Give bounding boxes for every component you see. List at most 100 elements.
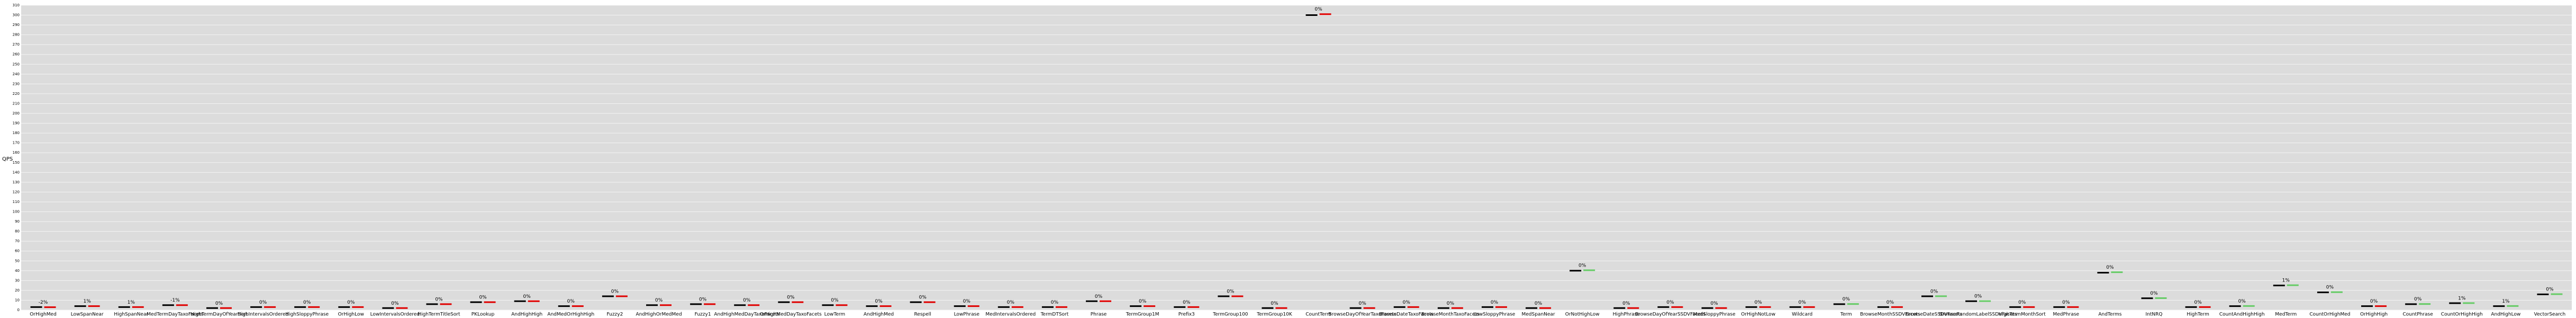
y-axis-label: QPS — [2, 156, 13, 162]
x-tick-label: CountOrHighMed — [2309, 312, 2350, 317]
x-tick-label: BrowseDayOfYearTaxoFacets — [1328, 312, 1396, 317]
x-tick-label: CountAndHighHigh — [2219, 312, 2265, 317]
x-tick-label: LowSloppyPhrase — [1474, 312, 1516, 317]
x-tick-label: AndHighLow — [2491, 312, 2520, 317]
change-label: 0% — [1007, 300, 1015, 305]
x-tick-label: MedSloppyPhrase — [1693, 312, 1736, 317]
change-label: 0% — [1799, 300, 1807, 305]
x-tick-label: HighTerm — [2187, 312, 2209, 317]
change-label: 0% — [1754, 300, 1762, 305]
y-tick-label: 270 — [13, 42, 20, 47]
change-label: 0% — [611, 289, 619, 295]
change-label: 0% — [2018, 300, 2026, 305]
y-tick-label: 250 — [13, 62, 20, 66]
change-label: 0% — [347, 300, 355, 305]
change-label: 0% — [1579, 263, 1586, 268]
x-tick-label: Respell — [914, 312, 931, 317]
x-tick-label: LowPhrase — [954, 312, 980, 317]
change-label: 0% — [831, 298, 839, 303]
y-tick-label: 160 — [13, 151, 20, 155]
x-tick-label: OrHighMedDayTaxoFacets — [760, 312, 822, 317]
x-tick-label: BrowseDayOfYearSSDVFacets — [1635, 312, 1706, 317]
x-tick-label: BrowseDateSSDVFacets — [1906, 312, 1963, 317]
change-label: 0% — [1447, 301, 1455, 306]
x-tick-label: HighSpanNear — [114, 312, 148, 317]
y-tick-label: 140 — [13, 170, 20, 174]
change-label: 0% — [699, 297, 707, 302]
change-label: 0% — [1710, 301, 1718, 306]
y-tick-label: 300 — [13, 13, 20, 17]
change-label: 0% — [1051, 300, 1059, 305]
x-tick-label: AndHighOrMedMed — [636, 312, 682, 317]
x-tick-label: Wildcard — [1792, 312, 1812, 317]
x-tick-label: PKLookup — [471, 312, 495, 317]
x-tick-label: MedTermDayTaxoFacets — [147, 312, 204, 317]
change-label: 0% — [303, 300, 311, 305]
x-tick-label: IntNRQ — [2146, 312, 2163, 317]
x-tick-label: OrHighNotLow — [1741, 312, 1775, 317]
x-tick-label: CountOrHighHigh — [2441, 312, 2483, 317]
change-label: 1% — [128, 300, 135, 305]
x-tick-label: CountTerm — [1305, 312, 1331, 317]
y-tick-label: 290 — [13, 23, 20, 27]
change-label: -2% — [39, 300, 48, 305]
y-tick-label: 150 — [13, 161, 20, 165]
x-tick-label: AndTerms — [2098, 312, 2121, 317]
change-label: 0% — [655, 298, 663, 303]
x-tick-label: HighTermDayOfYearSort — [191, 312, 248, 317]
change-label: 0% — [743, 298, 751, 303]
x-tick-label: BrowseDateTaxoFacets — [1379, 312, 1434, 317]
y-tick-label: 220 — [13, 92, 20, 96]
change-label: 0% — [2150, 291, 2158, 296]
x-tick-label: HighTermMonthSort — [1999, 312, 2046, 317]
y-tick-label: 100 — [13, 210, 20, 214]
y-tick-label: 170 — [13, 141, 20, 145]
change-label: 1% — [2458, 296, 2466, 301]
change-label: 0% — [919, 295, 927, 301]
x-tick-label: HighPhrase — [1613, 312, 1640, 317]
change-label: 0% — [2546, 287, 2554, 292]
change-label: 1% — [2282, 278, 2290, 284]
x-tick-label: TermGroup10K — [1256, 312, 1293, 317]
change-label: 0% — [259, 300, 267, 305]
change-label: 0% — [1666, 300, 1674, 305]
change-label: 0% — [523, 294, 531, 299]
change-label: 0% — [1622, 301, 1630, 306]
change-label: 1% — [84, 299, 92, 304]
y-tick-label: 210 — [13, 101, 20, 105]
y-tick-label: 110 — [13, 200, 20, 204]
x-tick-label: Phrase — [1091, 312, 1107, 317]
change-label: 0% — [2326, 285, 2334, 290]
y-tick-label: 80 — [15, 229, 20, 234]
x-tick-label: OrHighHigh — [2360, 312, 2388, 317]
change-label: 0% — [1271, 301, 1278, 306]
change-label: 0% — [1491, 300, 1499, 305]
x-tick-label: BrowseMonthTaxoFacets — [1421, 312, 1480, 317]
change-label: 0% — [215, 301, 223, 306]
x-tick-label: AndHighMedDayTaxoFacets — [714, 312, 779, 317]
y-tick-label: 260 — [13, 52, 20, 57]
x-tick-label: VectorSearch — [2534, 312, 2566, 317]
change-label: 0% — [2370, 299, 2378, 304]
y-tick-label: 200 — [13, 111, 20, 116]
x-tick-label: MedTerm — [2275, 312, 2297, 317]
change-label: 0% — [1227, 289, 1235, 295]
change-label: 0% — [1535, 301, 1543, 306]
y-tick-label: 70 — [15, 239, 20, 243]
y-tick-label: 0 — [17, 308, 20, 312]
y-tick-label: 10 — [15, 298, 20, 302]
y-tick-label: 20 — [15, 288, 20, 293]
change-label: 0% — [2238, 299, 2246, 304]
x-tick-label: LowTerm — [824, 312, 846, 317]
change-label: 0% — [1183, 300, 1191, 305]
y-tick-label: 30 — [15, 278, 20, 282]
y-tick-label: 310 — [13, 3, 20, 7]
x-tick-label: LowSpanNear — [71, 312, 104, 317]
x-tick-label: Term — [1840, 312, 1852, 317]
change-label: 1% — [2502, 299, 2510, 304]
x-tick-label: MedSpanNear — [1521, 312, 1555, 317]
x-tick-label: MedPhrase — [2053, 312, 2080, 317]
change-label: 0% — [1403, 300, 1411, 305]
plot-background — [21, 5, 2572, 310]
